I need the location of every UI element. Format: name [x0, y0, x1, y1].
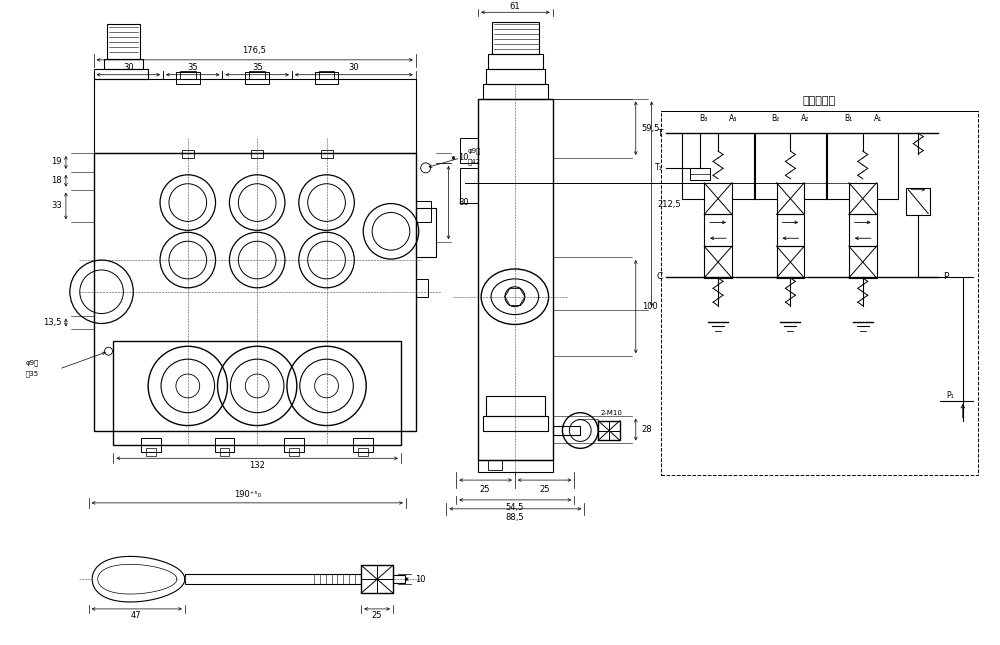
- Bar: [416, 201, 431, 223]
- Bar: [486, 396, 545, 415]
- Text: 18: 18: [51, 176, 62, 185]
- Bar: [251, 150, 263, 158]
- Bar: [215, 439, 234, 452]
- Bar: [704, 246, 732, 278]
- Bar: [353, 439, 373, 452]
- Bar: [315, 72, 338, 84]
- Bar: [849, 246, 877, 278]
- Text: A₁: A₁: [873, 114, 882, 123]
- Text: C: C: [656, 272, 663, 281]
- Text: P: P: [943, 272, 948, 281]
- Bar: [104, 59, 143, 69]
- Bar: [460, 138, 478, 163]
- Bar: [182, 150, 194, 158]
- Text: 液压原理图: 液压原理图: [803, 97, 836, 106]
- Bar: [94, 79, 416, 153]
- Bar: [690, 168, 710, 180]
- Bar: [94, 69, 148, 79]
- Bar: [460, 168, 478, 203]
- Text: 35: 35: [187, 63, 198, 72]
- Text: B₂: B₂: [771, 114, 780, 123]
- Text: 2-M10: 2-M10: [600, 410, 622, 415]
- Bar: [113, 341, 401, 446]
- Bar: [483, 415, 548, 430]
- Bar: [180, 71, 196, 79]
- Text: 132: 132: [249, 461, 265, 470]
- Bar: [478, 99, 553, 461]
- Bar: [849, 215, 877, 246]
- Text: P₁: P₁: [946, 392, 954, 401]
- Bar: [906, 188, 930, 215]
- Bar: [393, 575, 405, 583]
- Bar: [107, 24, 140, 59]
- Text: B₁: B₁: [844, 114, 852, 123]
- Bar: [361, 565, 393, 593]
- Bar: [486, 69, 545, 84]
- Text: 30: 30: [123, 63, 134, 72]
- Bar: [416, 279, 428, 297]
- Text: 10: 10: [458, 154, 469, 163]
- Text: 47: 47: [131, 611, 142, 620]
- Text: T₁: T₁: [655, 163, 663, 172]
- Bar: [176, 72, 200, 84]
- Text: φ9孔: φ9孔: [26, 360, 39, 366]
- Text: 高35: 高35: [26, 371, 39, 377]
- Bar: [319, 71, 334, 79]
- Text: 100: 100: [642, 302, 657, 311]
- Text: 25: 25: [372, 611, 382, 620]
- Text: 35: 35: [252, 63, 262, 72]
- Text: 61: 61: [510, 2, 520, 11]
- Bar: [284, 439, 304, 452]
- Bar: [849, 183, 877, 215]
- Bar: [249, 71, 265, 79]
- Polygon shape: [96, 562, 179, 596]
- Text: 80: 80: [458, 198, 469, 207]
- Bar: [321, 150, 333, 158]
- Bar: [661, 112, 978, 475]
- Bar: [704, 183, 732, 215]
- Bar: [777, 246, 804, 278]
- Bar: [777, 215, 804, 246]
- Bar: [146, 448, 156, 456]
- Bar: [777, 183, 804, 215]
- Bar: [245, 72, 269, 84]
- Text: A₂: A₂: [801, 114, 809, 123]
- Polygon shape: [92, 557, 185, 602]
- Text: B₃: B₃: [699, 114, 707, 123]
- Text: 190⁺⁵₀: 190⁺⁵₀: [234, 490, 261, 499]
- Bar: [220, 448, 229, 456]
- Bar: [553, 426, 580, 435]
- Text: A₃: A₃: [729, 114, 737, 123]
- Text: 54,5: 54,5: [506, 503, 524, 512]
- Bar: [141, 439, 161, 452]
- Text: T: T: [657, 129, 663, 137]
- Text: 176,5: 176,5: [242, 46, 266, 55]
- Bar: [416, 208, 436, 257]
- Bar: [94, 153, 416, 430]
- Text: 88,5: 88,5: [506, 513, 524, 522]
- Bar: [289, 448, 299, 456]
- Text: 10: 10: [415, 575, 425, 584]
- Bar: [704, 215, 732, 246]
- Text: 25: 25: [539, 486, 550, 495]
- Text: 19: 19: [51, 157, 62, 166]
- Bar: [488, 461, 502, 470]
- Bar: [483, 84, 548, 99]
- Bar: [488, 54, 543, 69]
- Text: 59,5: 59,5: [642, 124, 660, 133]
- Bar: [492, 22, 539, 54]
- Text: φ9孔: φ9孔: [467, 148, 481, 154]
- Text: 212,5: 212,5: [658, 200, 681, 209]
- Text: 25: 25: [480, 486, 490, 495]
- Text: 30: 30: [348, 63, 359, 72]
- Bar: [185, 574, 361, 584]
- Bar: [478, 461, 553, 472]
- Text: 高42: 高42: [467, 159, 480, 165]
- Text: 28: 28: [642, 425, 652, 434]
- Text: 13,5: 13,5: [43, 318, 62, 327]
- Text: 33: 33: [51, 201, 62, 210]
- Bar: [598, 421, 620, 441]
- Bar: [358, 448, 368, 456]
